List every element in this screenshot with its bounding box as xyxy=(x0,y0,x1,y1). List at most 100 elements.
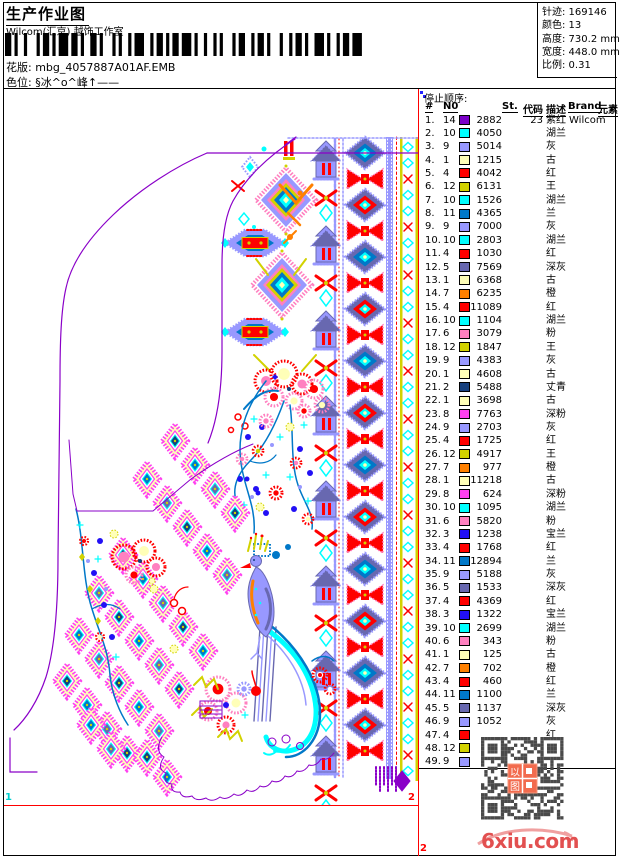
row-needle: 10 xyxy=(443,194,456,206)
stop-sequence-title: 停止顺序: xyxy=(424,94,468,105)
row-stitches: 11218 xyxy=(470,475,502,487)
row-needle: 3 xyxy=(443,609,450,621)
color-swatch xyxy=(459,449,470,460)
row-seq: 49. xyxy=(425,756,441,768)
pattern-value: mbg_4057887A01AF.EMB xyxy=(35,61,176,74)
row-needle: 4 xyxy=(443,729,450,741)
row-seq: 11. xyxy=(425,248,441,260)
row-desc: 深粉 xyxy=(546,488,566,500)
column-header: 元素 xyxy=(598,101,618,117)
color-swatch xyxy=(459,516,470,527)
row-stitches: 4042 xyxy=(476,167,502,179)
row-stitches: 1725 xyxy=(476,435,502,447)
row-seq: 20. xyxy=(425,368,441,380)
row-needle: 6 xyxy=(443,635,450,647)
row-needle: 6 xyxy=(443,515,450,527)
row-stitches: 5820 xyxy=(476,515,502,527)
color-swatch xyxy=(459,609,470,620)
row-stitches: 1847 xyxy=(476,341,502,353)
row-needle: 5 xyxy=(443,261,450,273)
row-needle: 10 xyxy=(443,502,456,514)
row-stitches: 2703 xyxy=(476,422,502,433)
row-desc: 王 xyxy=(546,181,556,193)
color-swatch xyxy=(459,756,470,767)
column-header: 描述 xyxy=(546,101,566,117)
color-swatch xyxy=(459,328,470,339)
row-needle: 11 xyxy=(443,208,456,220)
row-stitches: 1238 xyxy=(476,528,502,540)
colorway-label: 色位: xyxy=(6,76,32,89)
row-stitches: 5188 xyxy=(476,569,502,581)
barcode xyxy=(5,33,362,56)
row-desc: 湖兰 xyxy=(546,622,566,634)
color-swatch xyxy=(459,502,470,513)
row-seq: 40. xyxy=(425,635,441,647)
row-desc: 湖兰 xyxy=(546,194,566,206)
row-seq: 36. xyxy=(425,582,441,594)
row-seq: 31. xyxy=(425,515,441,527)
row-needle: 4 xyxy=(443,676,450,688)
row-desc: 古 xyxy=(546,649,556,661)
row-desc: 红 xyxy=(546,595,556,607)
row-desc: 深粉 xyxy=(546,408,566,420)
row-seq: 4. xyxy=(425,154,435,166)
row-seq: 18. xyxy=(425,341,441,353)
row-seq: 2. xyxy=(425,127,435,139)
row-desc: 丈青 xyxy=(546,381,566,393)
stat-line: 宽度: 448.0 mm xyxy=(542,46,620,58)
row-desc: 湖兰 xyxy=(546,234,566,246)
row-needle: 12 xyxy=(443,742,456,754)
color-swatch xyxy=(459,395,470,406)
row-seq: 43. xyxy=(425,676,441,688)
row-seq: 14. xyxy=(425,288,441,300)
color-swatch xyxy=(459,462,470,473)
row-stitches: 5488 xyxy=(476,381,502,393)
row-desc: 红 xyxy=(546,167,556,179)
row-seq: 7. xyxy=(425,194,435,206)
row-needle: 1 xyxy=(443,395,450,407)
row-needle: 11 xyxy=(443,555,456,567)
row-stitches: 4365 xyxy=(476,208,502,220)
row-desc: 粉 xyxy=(546,515,556,527)
row-desc: 灰 xyxy=(546,716,556,728)
row-needle: 9 xyxy=(443,756,450,768)
row-stitches: 4917 xyxy=(476,448,502,460)
row-needle: 9 xyxy=(443,716,450,728)
row-needle: 10 xyxy=(443,127,456,139)
row-stitches: 3698 xyxy=(476,395,502,407)
row-stitches: 6368 xyxy=(476,274,502,286)
row-seq: 17. xyxy=(425,328,441,340)
row-needle: 9 xyxy=(443,569,450,581)
row-needle: 1 xyxy=(443,274,450,286)
row-stitches: 1215 xyxy=(476,154,502,166)
row-stitches: 343 xyxy=(482,635,502,647)
row-seq: 44. xyxy=(425,689,441,701)
color-swatch xyxy=(459,556,470,567)
row-seq: 9. xyxy=(425,221,435,233)
row-desc: 橙 xyxy=(546,662,556,674)
row-seq: 6. xyxy=(425,181,435,193)
row-seq: 41. xyxy=(425,649,441,661)
row-desc: 灰 xyxy=(546,355,556,367)
row-desc: 古 xyxy=(546,274,556,286)
row-needle: 7 xyxy=(443,462,450,474)
row-needle: 7 xyxy=(443,288,450,300)
row-stitches: 12894 xyxy=(470,555,502,567)
row-stitches: 977 xyxy=(482,462,502,474)
row-desc: 深灰 xyxy=(546,582,566,594)
row-seq: 35. xyxy=(425,569,441,581)
row-desc: 灰 xyxy=(546,221,556,233)
row-stitches: 3079 xyxy=(476,328,502,340)
pattern-label: 花版: xyxy=(6,61,32,74)
row-seq: 33. xyxy=(425,542,441,554)
row-stitches: 1533 xyxy=(476,582,502,594)
row-seq: 24. xyxy=(425,422,441,433)
row-stitches: 6235 xyxy=(476,288,502,300)
color-swatch xyxy=(459,315,470,326)
color-swatch xyxy=(459,141,470,152)
row-desc: 深灰 xyxy=(546,261,566,273)
row-stitches: 11089 xyxy=(470,301,502,313)
row-needle: 4 xyxy=(443,167,450,179)
row-desc: 红 xyxy=(546,542,556,554)
color-swatch xyxy=(459,288,470,299)
